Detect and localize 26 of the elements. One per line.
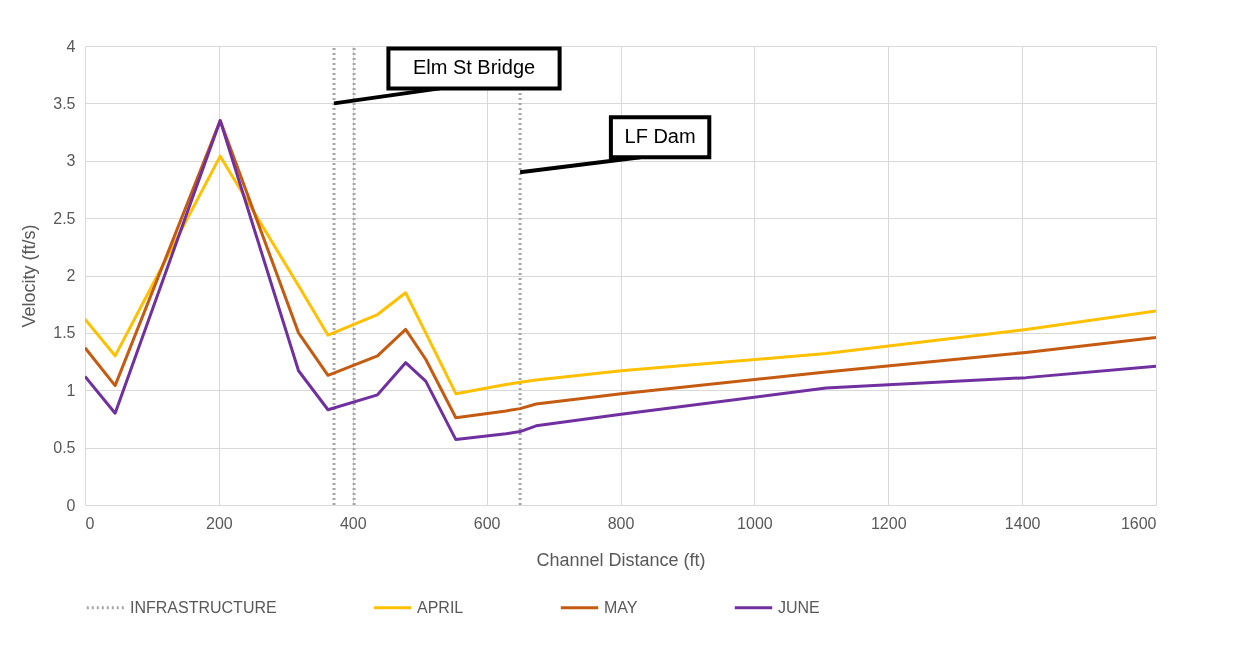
y-tick-label: 2.5 [53, 209, 76, 227]
legend-label: APRIL [417, 598, 464, 616]
x-tick-label: 1600 [1120, 514, 1157, 532]
x-tick-label: 400 [339, 514, 367, 532]
x-tick-label: 800 [607, 514, 635, 532]
y-axis-title: Velocity (ft/s) [19, 224, 40, 328]
x-tick-label: 1000 [737, 514, 773, 532]
y-tick-label: 0.5 [53, 439, 76, 457]
y-tick-label: 2 [66, 267, 76, 284]
x-tick-label: 600 [473, 514, 501, 532]
annotation: LF Dam [624, 125, 696, 148]
x-tick-label: 0 [85, 514, 95, 532]
x-axis-title: Channel Distance (ft) [536, 549, 706, 570]
legend-label: MAY [604, 598, 638, 616]
y-tick-label: 0 [66, 496, 76, 514]
legend-label: JUNE [778, 598, 820, 616]
legend-label: INFRASTRUCTURE [130, 598, 277, 616]
x-tick-label: 1400 [1004, 514, 1041, 532]
y-tick-label: 3.5 [53, 94, 76, 112]
x-tick-label: 200 [206, 514, 233, 532]
y-tick-label: 1.5 [53, 324, 76, 342]
y-tick-label: 4 [66, 37, 76, 55]
y-tick-label: 3 [66, 152, 76, 170]
annotation: Elm St Bridge [412, 56, 536, 79]
x-tick-label: 1200 [870, 514, 907, 532]
y-tick-label: 1 [66, 381, 76, 399]
